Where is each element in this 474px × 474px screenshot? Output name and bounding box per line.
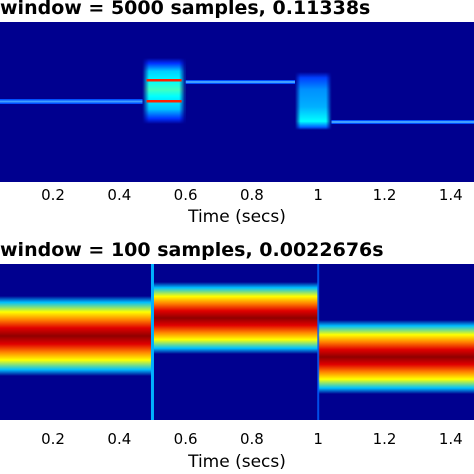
frequency-band — [318, 320, 474, 394]
bottom-tick-label: 0.8 — [239, 430, 264, 448]
top-tick-label: 1.4 — [438, 186, 463, 204]
chart-title-top: window = 5000 samples, 0.11338s — [0, 0, 371, 19]
top-tick-label: 0.6 — [173, 186, 198, 204]
bottom-heatmap-layer — [0, 264, 474, 420]
bottom-tick-label: 1.4 — [438, 430, 463, 448]
transition-blob-edge — [142, 58, 186, 124]
transition-blob-edge — [295, 72, 332, 130]
bottom-tick-label: 0.4 — [107, 430, 132, 448]
x-axis-label-bottom: Time (secs) — [188, 452, 286, 472]
top-tick-label: 1 — [313, 186, 323, 204]
top-heatmap-layer — [0, 22, 474, 182]
peak-line — [146, 100, 182, 103]
bottom-tick-label: 1.2 — [372, 430, 397, 448]
top-tick-label: 0.8 — [239, 186, 264, 204]
onset-line — [317, 264, 320, 420]
tone-line-core — [185, 81, 296, 83]
chart-title-bottom: window = 100 samples, 0.0022676s — [0, 239, 384, 261]
x-axis-label-top: Time (secs) — [188, 207, 286, 227]
peak-line — [146, 79, 182, 82]
spectrogram-plot-bottom — [0, 264, 474, 420]
top-tick-label: 0.2 — [41, 186, 65, 204]
spectrogram-plot-top — [0, 22, 474, 182]
tone-line-core — [0, 100, 153, 103]
onset-line — [150, 264, 154, 420]
tone-line-core — [331, 121, 474, 123]
top-tick-label: 0.4 — [107, 186, 132, 204]
bottom-tick-label: 0.2 — [41, 430, 65, 448]
frequency-band — [152, 282, 319, 354]
bottom-tick-label: 1 — [313, 430, 323, 448]
top-tick-label: 1.2 — [372, 186, 397, 204]
bottom-tick-label: 0.6 — [173, 430, 198, 448]
frequency-band — [0, 296, 153, 376]
